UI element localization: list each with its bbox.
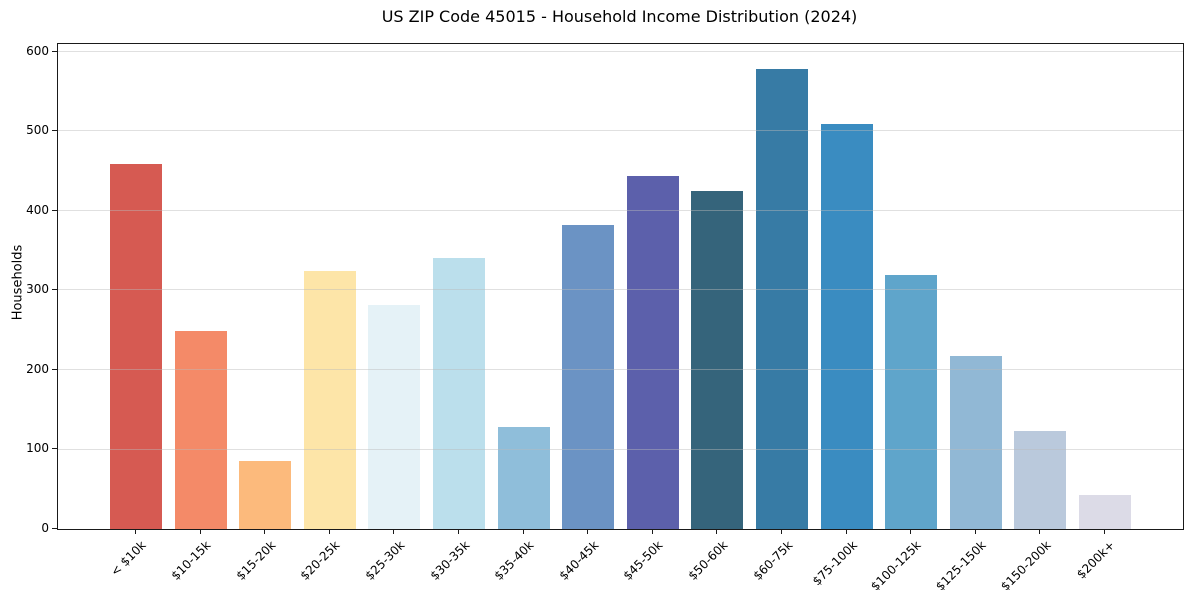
x-tick-label-< $10k: < $10k [108, 538, 149, 579]
x-tick-mark [781, 529, 782, 534]
x-tick-label-$75-100k: $75-100k [809, 538, 860, 589]
y-tick-mark [52, 209, 57, 211]
y-tick-label-200: 200 [26, 361, 49, 376]
y-tick-label-300: 300 [26, 282, 49, 297]
bar-$50-60k [691, 191, 744, 529]
x-tick-label-$25-30k: $25-30k [362, 538, 408, 583]
x-tick-label-$50-60k: $50-60k [685, 538, 731, 583]
x-tick-label-$30-35k: $30-35k [427, 538, 472, 583]
y-tick-label-600: 600 [26, 43, 49, 58]
x-tick-label-$60-75k: $60-75k [750, 538, 795, 583]
x-tick-mark [393, 529, 395, 534]
bar-$40-45k [562, 225, 615, 529]
y-tick-label-0: 0 [41, 521, 49, 535]
x-tick-label-$125-150k: $125-150k [933, 538, 989, 590]
y-tick-mark [52, 50, 57, 52]
y-tick-mark [52, 528, 57, 529]
x-tick-label-$35-40k: $35-40k [491, 538, 537, 583]
bar-$15-20k [239, 461, 292, 529]
x-tick-mark [716, 529, 718, 534]
bar-$30-35k [433, 257, 485, 529]
x-tick-mark [264, 529, 266, 534]
bar-$75-100k [820, 123, 873, 529]
x-tick-mark [135, 529, 136, 534]
x-tick-label-$200k+: $200k+ [1074, 538, 1118, 582]
x-tick-label-$100-125k: $100-125k [868, 538, 925, 590]
x-tick-mark [587, 529, 589, 534]
y-tick-mark [52, 368, 57, 370]
x-tick-label-$15-20k: $15-20k [233, 538, 279, 583]
bar-$25-30k [368, 304, 421, 529]
x-tick-label-$45-50k: $45-50k [620, 538, 666, 583]
x-tick-mark [845, 529, 847, 534]
x-tick-mark [199, 529, 201, 534]
bar-$35-40k [497, 427, 550, 529]
x-tick-mark [458, 529, 459, 534]
x-tick-label-$20-25k: $20-25k [297, 538, 343, 583]
y-tick-mark [52, 448, 57, 450]
bar-< $10k [110, 164, 162, 529]
bar-$100-125k [885, 274, 938, 529]
bar-$10-15k [174, 331, 227, 529]
plot-area [57, 43, 1184, 530]
y-tick-mark [52, 289, 57, 291]
bar-$150-200k [1014, 431, 1067, 529]
y-tick-label-400: 400 [26, 202, 49, 217]
x-tick-label-$40-45k: $40-45k [556, 538, 602, 583]
x-tick-mark [651, 529, 653, 534]
y-tick-label-500: 500 [26, 123, 49, 138]
y-tick-label-100: 100 [26, 441, 49, 456]
x-tick-mark [1104, 529, 1105, 534]
x-tick-mark [974, 529, 976, 534]
x-tick-label-$150-200k: $150-200k [997, 538, 1054, 590]
bar-$45-50k [626, 175, 679, 529]
bars-layer [58, 44, 1183, 529]
x-tick-label-$10-15k: $10-15k [168, 538, 214, 583]
chart-title: US ZIP Code 45015 - Household Income Dis… [381, 7, 858, 26]
x-tick-mark [910, 529, 912, 534]
bar-$20-25k [303, 271, 356, 529]
y-tick-mark [52, 130, 57, 132]
bar-$125-150k [949, 355, 1002, 529]
x-tick-mark [328, 529, 330, 534]
x-tick-mark [522, 529, 524, 534]
bar-$200k+ [1079, 494, 1131, 529]
bar-$60-75k [756, 69, 808, 529]
x-tick-mark [1039, 529, 1041, 534]
